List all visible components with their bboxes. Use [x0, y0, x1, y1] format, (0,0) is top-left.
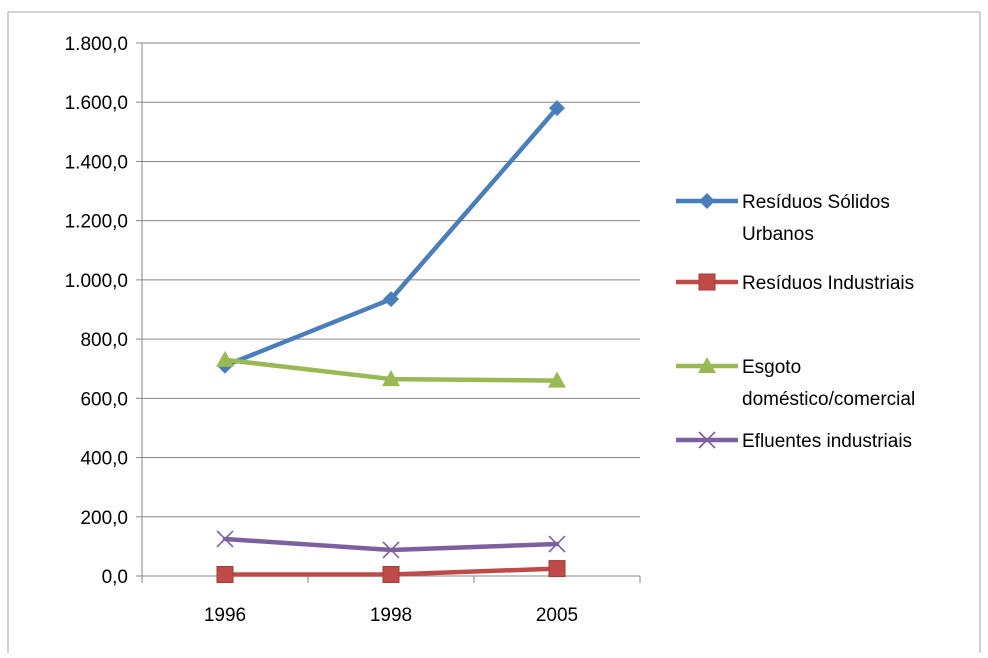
y-tick-label: 1.000,0	[65, 271, 128, 292]
marker-x-stroke	[698, 431, 716, 449]
data-point	[382, 566, 400, 584]
legend-label: doméstico/comercial	[742, 389, 915, 410]
axes	[141, 43, 640, 577]
legend-marker	[698, 431, 716, 449]
marker-x-stroke	[382, 541, 400, 559]
legend-entry: Resíduos Sólidos Urbanos	[676, 192, 890, 245]
data-point	[382, 370, 400, 387]
series-line	[222, 105, 560, 369]
y-tick-label: 1.200,0	[65, 212, 128, 233]
data-point	[549, 100, 565, 117]
data-point	[216, 530, 234, 548]
legend-label: Resíduos Sólidos	[742, 192, 890, 213]
legend-entry: Esgoto doméstico/comercial	[676, 357, 915, 410]
y-tick-label: 0,0	[102, 567, 128, 588]
marker-x-stroke	[216, 530, 234, 548]
x-axis-ticks: 1996 1998 2005	[141, 576, 641, 626]
legend-marker	[699, 193, 715, 209]
legend: Resíduos Sólidos Urbanos Resíduos Industri…	[676, 192, 915, 452]
series-2	[216, 350, 566, 388]
y-axis-ticks: 0,0 200,0 400,0 600,0 800,0 1.000,0 1.200,0 1.4…	[65, 34, 142, 588]
legend-label: Esgoto	[742, 357, 801, 378]
x-tick-label: 2005	[536, 605, 578, 626]
data-point	[382, 541, 400, 559]
legend-entry: Efluentes industriais	[676, 431, 912, 452]
data-point	[548, 535, 566, 553]
legend-marker	[698, 357, 716, 373]
data-point	[548, 560, 566, 578]
y-tick-label: 1.600,0	[65, 93, 128, 114]
y-tick-label: 800,0	[80, 330, 128, 351]
marker-x-stroke	[548, 535, 566, 553]
data-point	[548, 371, 566, 388]
series-1	[216, 560, 566, 584]
x-tick-label: 1996	[204, 605, 246, 626]
data-point	[216, 566, 234, 584]
legend-marker	[698, 273, 716, 291]
x-tick-label: 1998	[370, 605, 412, 626]
y-tick-label: 400,0	[80, 449, 128, 470]
series-0	[217, 100, 565, 374]
legend-entry: Resíduos Industriais	[676, 273, 914, 294]
y-tick-label: 1.400,0	[65, 152, 128, 173]
series-3	[216, 530, 566, 559]
series-group	[216, 100, 566, 584]
legend-label: Efluentes industriais	[742, 431, 912, 452]
data-point	[216, 350, 234, 367]
gridlines	[142, 42, 640, 518]
y-tick-label: 200,0	[80, 508, 128, 529]
y-tick-label: 1.800,0	[65, 34, 128, 55]
legend-label: Urbanos	[742, 224, 814, 245]
legend-label: Resíduos Industriais	[742, 273, 914, 294]
data-point	[383, 291, 399, 308]
series-line	[222, 536, 560, 553]
y-tick-label: 600,0	[80, 389, 128, 410]
